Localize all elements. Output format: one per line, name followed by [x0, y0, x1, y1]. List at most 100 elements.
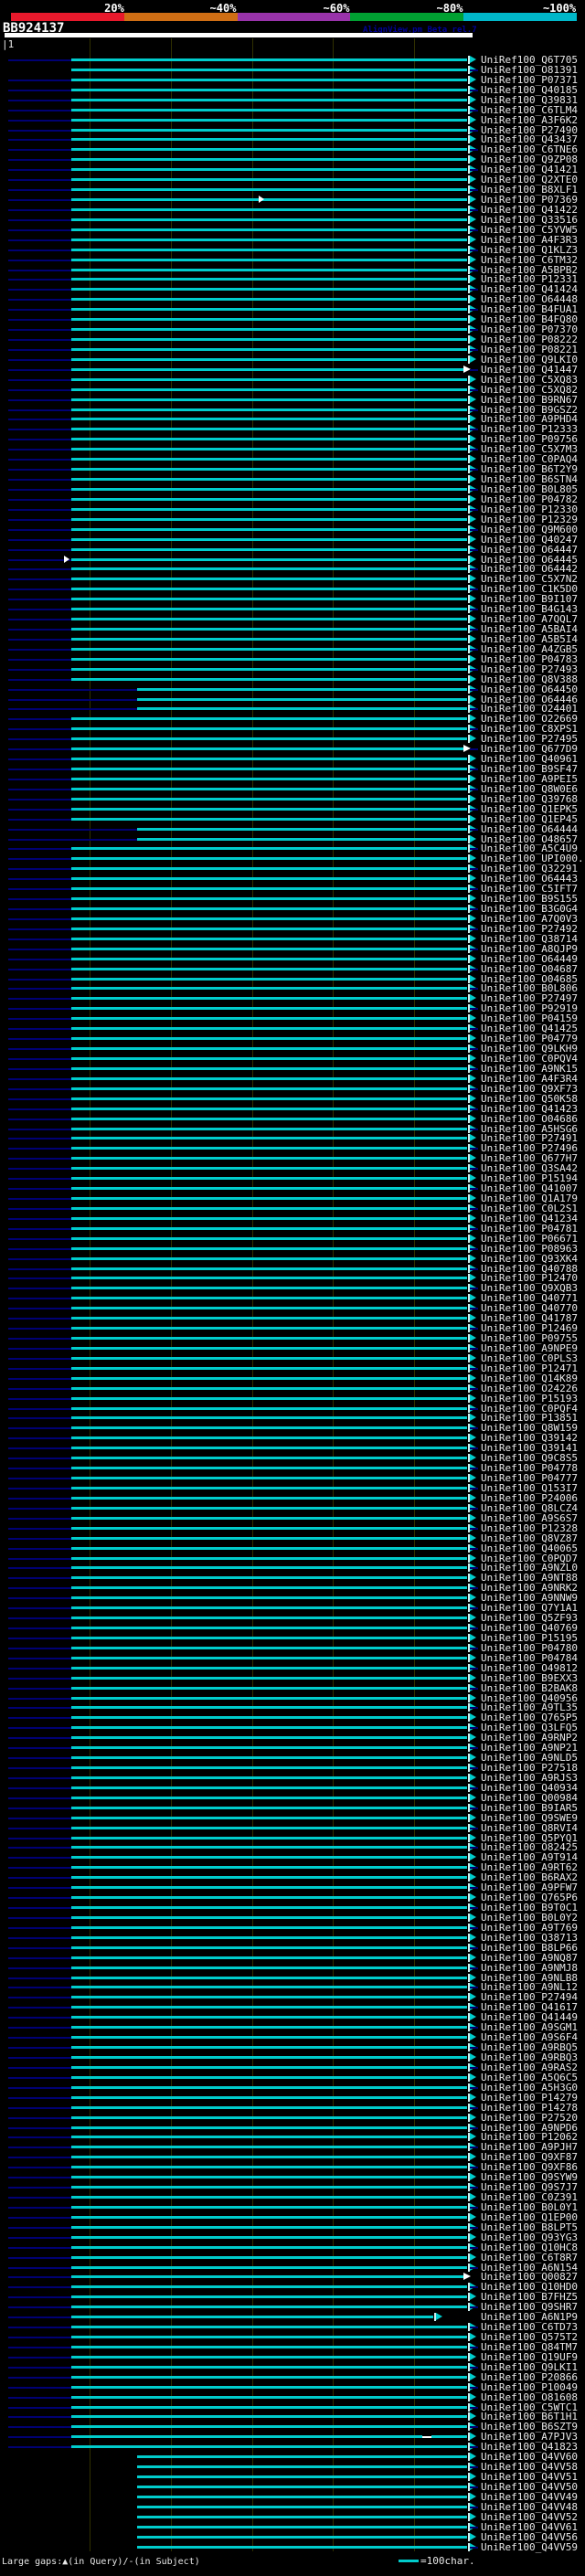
hit-arrowhead-edge [468, 455, 470, 463]
hit-line-segment [71, 658, 467, 661]
hit-arrowhead [470, 655, 476, 663]
hit-line-segment [71, 99, 467, 101]
hit-row: UniRef100_B0L805 [0, 484, 585, 494]
hit-row: UniRef100_P15193 [0, 1394, 585, 1404]
hit-row: UniRef100_Q19UF9 [0, 2352, 585, 2362]
hit-arrowhead-edge [468, 325, 470, 334]
unaligned-lead-segment [8, 1897, 71, 1899]
hit-row: UniRef100_P12330 [0, 504, 585, 514]
hit-label: UniRef100_P12330 [481, 504, 578, 515]
hit-arrowhead-edge [468, 2513, 470, 2521]
hit-arrowhead [470, 1654, 476, 1661]
hit-label: UniRef100_Q2XTE0 [481, 174, 578, 186]
hit-row: UniRef100_O82425 [0, 1842, 585, 1852]
hit-label: UniRef100_B9SF47 [481, 763, 578, 775]
hit-row: UniRef100_C8XPS1 [0, 724, 585, 734]
hit-arrowhead [470, 2533, 476, 2540]
hit-label: UniRef100_Q677D9 [481, 743, 578, 755]
hit-line-segment [71, 2066, 467, 2069]
unaligned-lead-segment [8, 2187, 71, 2189]
hit-line-segment [71, 1507, 467, 1510]
hit-line-segment [71, 2246, 467, 2249]
hit-arrowhead [470, 56, 476, 63]
hit-arrowhead [470, 2173, 476, 2180]
hit-row: UniRef100_A9NL12 [0, 1982, 585, 1992]
hit-row: UniRef100_A9RBQ5 [0, 2042, 585, 2052]
label-lead-dash [470, 2047, 478, 2049]
hit-row: UniRef100_P04778 [0, 1463, 585, 1473]
hit-label: UniRef100_Q40934 [481, 1782, 578, 1794]
hit-label: UniRef100_Q8LCZ4 [481, 1502, 578, 1514]
unaligned-lead-segment [8, 1607, 71, 1609]
hit-label: UniRef100_A9NZL0 [481, 1562, 578, 1574]
hit-line-segment [71, 2285, 467, 2288]
label-lead-dash [470, 789, 478, 790]
hit-arrowhead-edge [468, 1095, 470, 1103]
unaligned-lead-segment [8, 1298, 71, 1299]
hit-arrowhead-edge [468, 625, 470, 633]
hit-row: UniRef100_B8LPT5 [0, 2222, 585, 2232]
hit-arrowhead-edge [468, 854, 470, 863]
hit-row: UniRef100_A9NP21 [0, 1743, 585, 1753]
hit-row: UniRef100_Q38714 [0, 934, 585, 944]
hit-label: UniRef100_Q00827 [481, 2271, 578, 2283]
hit-arrowhead-edge [468, 165, 470, 174]
hit-label: UniRef100_O64444 [481, 823, 578, 835]
hit-line-segment [71, 2376, 467, 2379]
hit-row: UniRef100_P12470 [0, 1273, 585, 1283]
unaligned-lead-segment [8, 2197, 71, 2199]
unaligned-lead-segment [8, 2407, 71, 2409]
label-lead-dash [470, 669, 478, 671]
hit-line-segment [71, 1746, 467, 1749]
hit-label: UniRef100_Q4VV58 [481, 2461, 578, 2473]
unaligned-lead-segment [8, 679, 71, 681]
label-lead-dash [470, 2407, 478, 2409]
hit-arrowhead-edge [468, 1284, 470, 1292]
unaligned-lead-segment [8, 1717, 71, 1719]
hit-line-segment [71, 1097, 467, 1100]
hit-line-segment [71, 618, 467, 620]
hit-label: UniRef100_A9SGM1 [481, 2021, 578, 2033]
hit-arrowhead-edge [468, 535, 470, 544]
hit-arrowhead-edge [468, 1405, 470, 1413]
hit-row: UniRef100_C0PQV4 [0, 1054, 585, 1064]
hit-arrowhead-edge [468, 2104, 470, 2112]
hit-label: UniRef100_Q1EPK5 [481, 803, 578, 815]
hit-label: UniRef100_Q677H7 [481, 1152, 578, 1164]
hit-row: UniRef100_B8LP66 [0, 1943, 585, 1953]
hit-line-segment [71, 2036, 467, 2039]
hit-line-segment [71, 968, 467, 970]
hit-arrowhead-edge [468, 1584, 470, 1592]
hit-arrowhead-edge [468, 1134, 470, 1142]
hit-label: UniRef100_A9T769 [481, 1922, 578, 1934]
hit-line-segment [71, 1367, 467, 1370]
hit-arrowhead-edge [468, 2373, 470, 2381]
unaligned-lead-segment [8, 1238, 71, 1240]
hit-arrowhead-edge [468, 1014, 470, 1023]
hit-line-segment [71, 498, 467, 501]
hit-line-segment [71, 2056, 467, 2059]
hit-row: UniRef100_P04779 [0, 1034, 585, 1044]
hit-line-segment [71, 1436, 467, 1439]
hit-label: UniRef100_C6TNE6 [481, 143, 578, 155]
hit-label: UniRef100_B2BAK8 [481, 1682, 578, 1694]
unaligned-lead-segment [8, 1558, 71, 1560]
label-lead-dash [470, 2027, 478, 2029]
hit-arrowhead-edge [468, 2463, 470, 2471]
hit-arrowhead-edge [468, 1694, 470, 1702]
hit-arrowhead-edge [468, 345, 470, 354]
hit-row: UniRef100_A9T769 [0, 1923, 585, 1933]
unaligned-lead-segment [8, 1498, 71, 1500]
hit-arrowhead [470, 854, 476, 862]
hit-line-segment [71, 518, 467, 521]
unaligned-lead-segment [8, 319, 71, 321]
unaligned-lead-segment [8, 1458, 71, 1459]
hit-row: UniRef100_P27490 [0, 125, 585, 135]
hit-row: UniRef100_Q41823 [0, 2442, 585, 2452]
unaligned-lead-segment [8, 2127, 71, 2129]
gridline-400 [333, 38, 334, 2551]
hit-line-segment [71, 1527, 467, 1530]
hit-label: UniRef100_A9NPE9 [481, 1342, 578, 1354]
hit-line-segment [71, 2176, 467, 2178]
hit-label: UniRef100_A5BAI4 [481, 623, 578, 635]
